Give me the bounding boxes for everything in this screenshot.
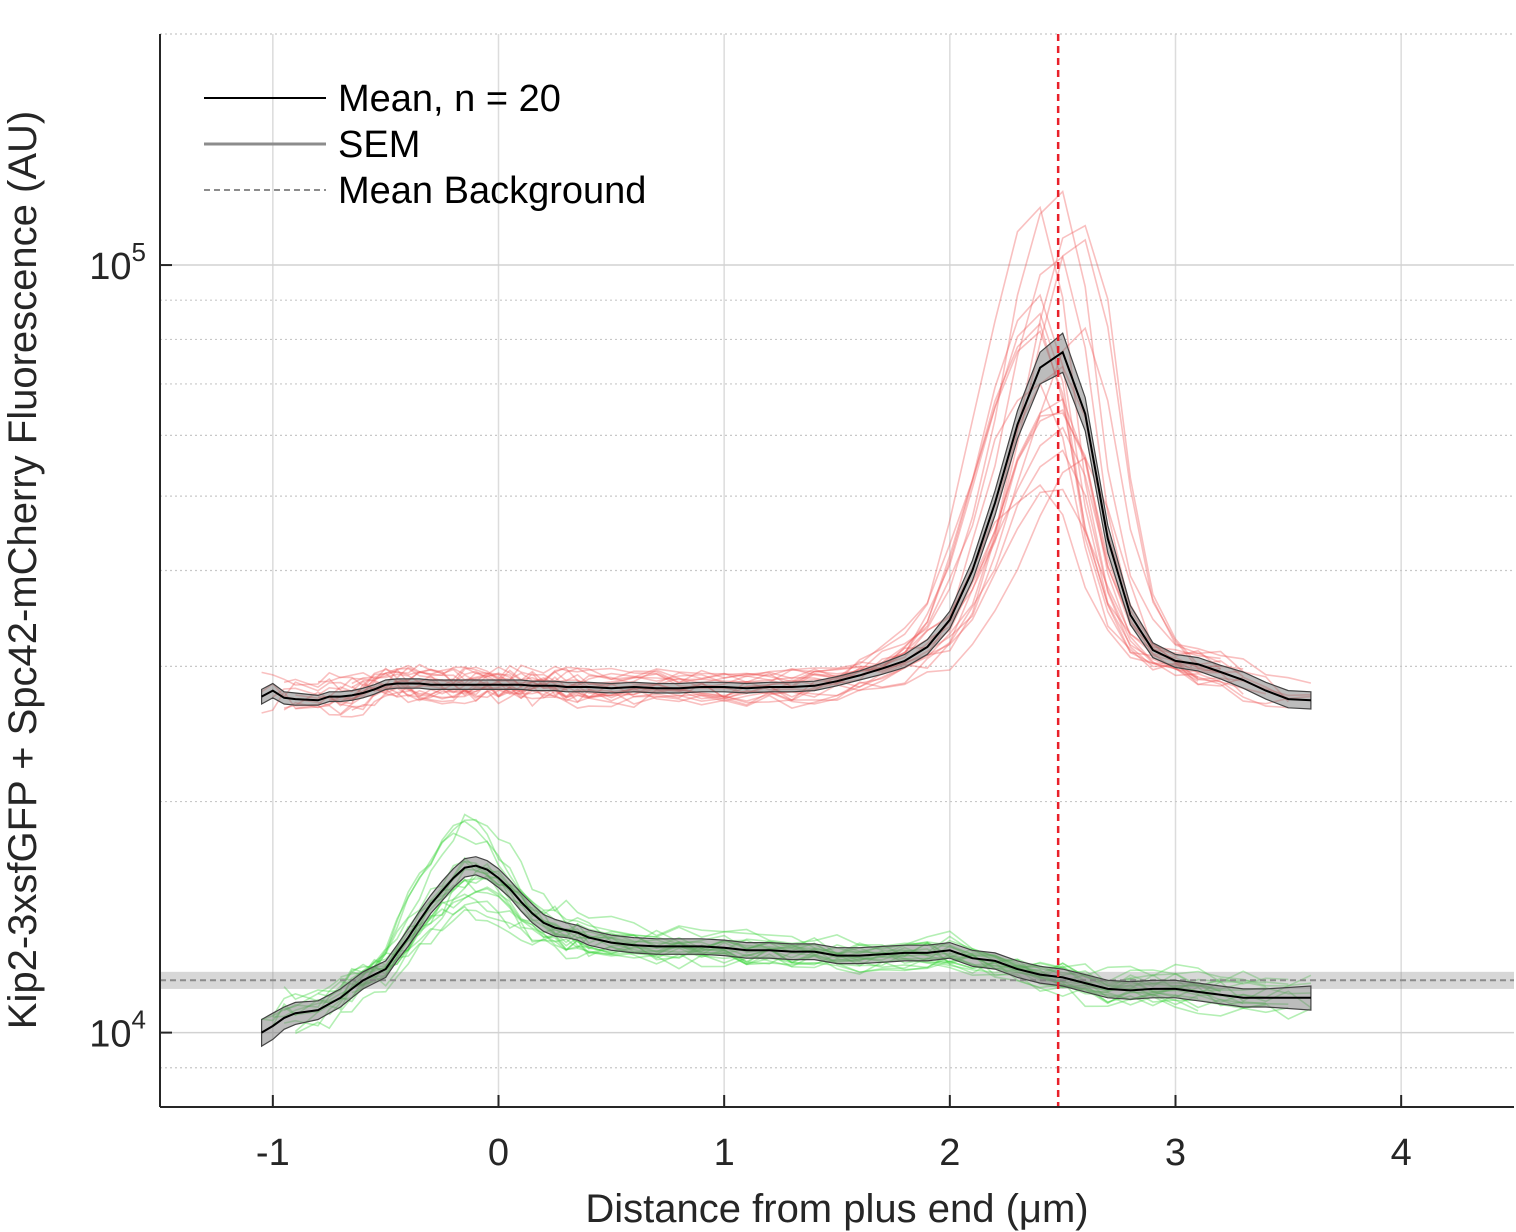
- trace-line: [351, 238, 1221, 711]
- trace-line: [283, 330, 1221, 711]
- axes: [159, 34, 1514, 1108]
- mean-line: [261, 350, 1311, 702]
- trace-line: [317, 326, 1312, 698]
- trace-line: [261, 483, 1244, 686]
- y-tick-label: 105: [89, 237, 146, 288]
- x-ticks: -1 0 1 2 3 4: [256, 1095, 1412, 1174]
- trace-line: [351, 205, 1199, 702]
- mean-lines: [261, 350, 1311, 1034]
- y-tick-label: 104: [89, 1005, 146, 1056]
- trace-line: [261, 398, 1244, 698]
- sem-bands: [261, 332, 1312, 1048]
- trace-line: [340, 864, 1289, 988]
- x-axis-label: Distance from plus end (μm): [585, 1187, 1088, 1231]
- x-tick-label: 4: [1391, 1132, 1412, 1174]
- x-tick-label: 1: [714, 1132, 735, 1174]
- trace-line: [340, 878, 1244, 1006]
- x-tick-label: 0: [488, 1132, 509, 1174]
- x-tick-label: 3: [1165, 1132, 1186, 1174]
- mean-line: [261, 864, 1311, 1034]
- trace-line: [317, 426, 1221, 687]
- sem-band: [261, 332, 1312, 710]
- x-tick-label: -1: [256, 1132, 290, 1174]
- y-ticks: 104 105: [89, 237, 172, 1056]
- legend-label: SEM: [338, 124, 420, 166]
- y-axis-label: Kip2-3xsfGFP + Spc42-mCherry Fluorescenc…: [1, 111, 45, 1029]
- legend-label: Mean, n = 20: [338, 78, 561, 120]
- individual-traces: [261, 190, 1312, 1035]
- trace-line: [340, 255, 1244, 718]
- legend-label: Mean Background: [338, 170, 646, 212]
- grid: [160, 33, 1514, 1107]
- trace-line: [340, 190, 1289, 703]
- x-tick-label: 2: [939, 1132, 960, 1174]
- trace-line: [295, 409, 1266, 716]
